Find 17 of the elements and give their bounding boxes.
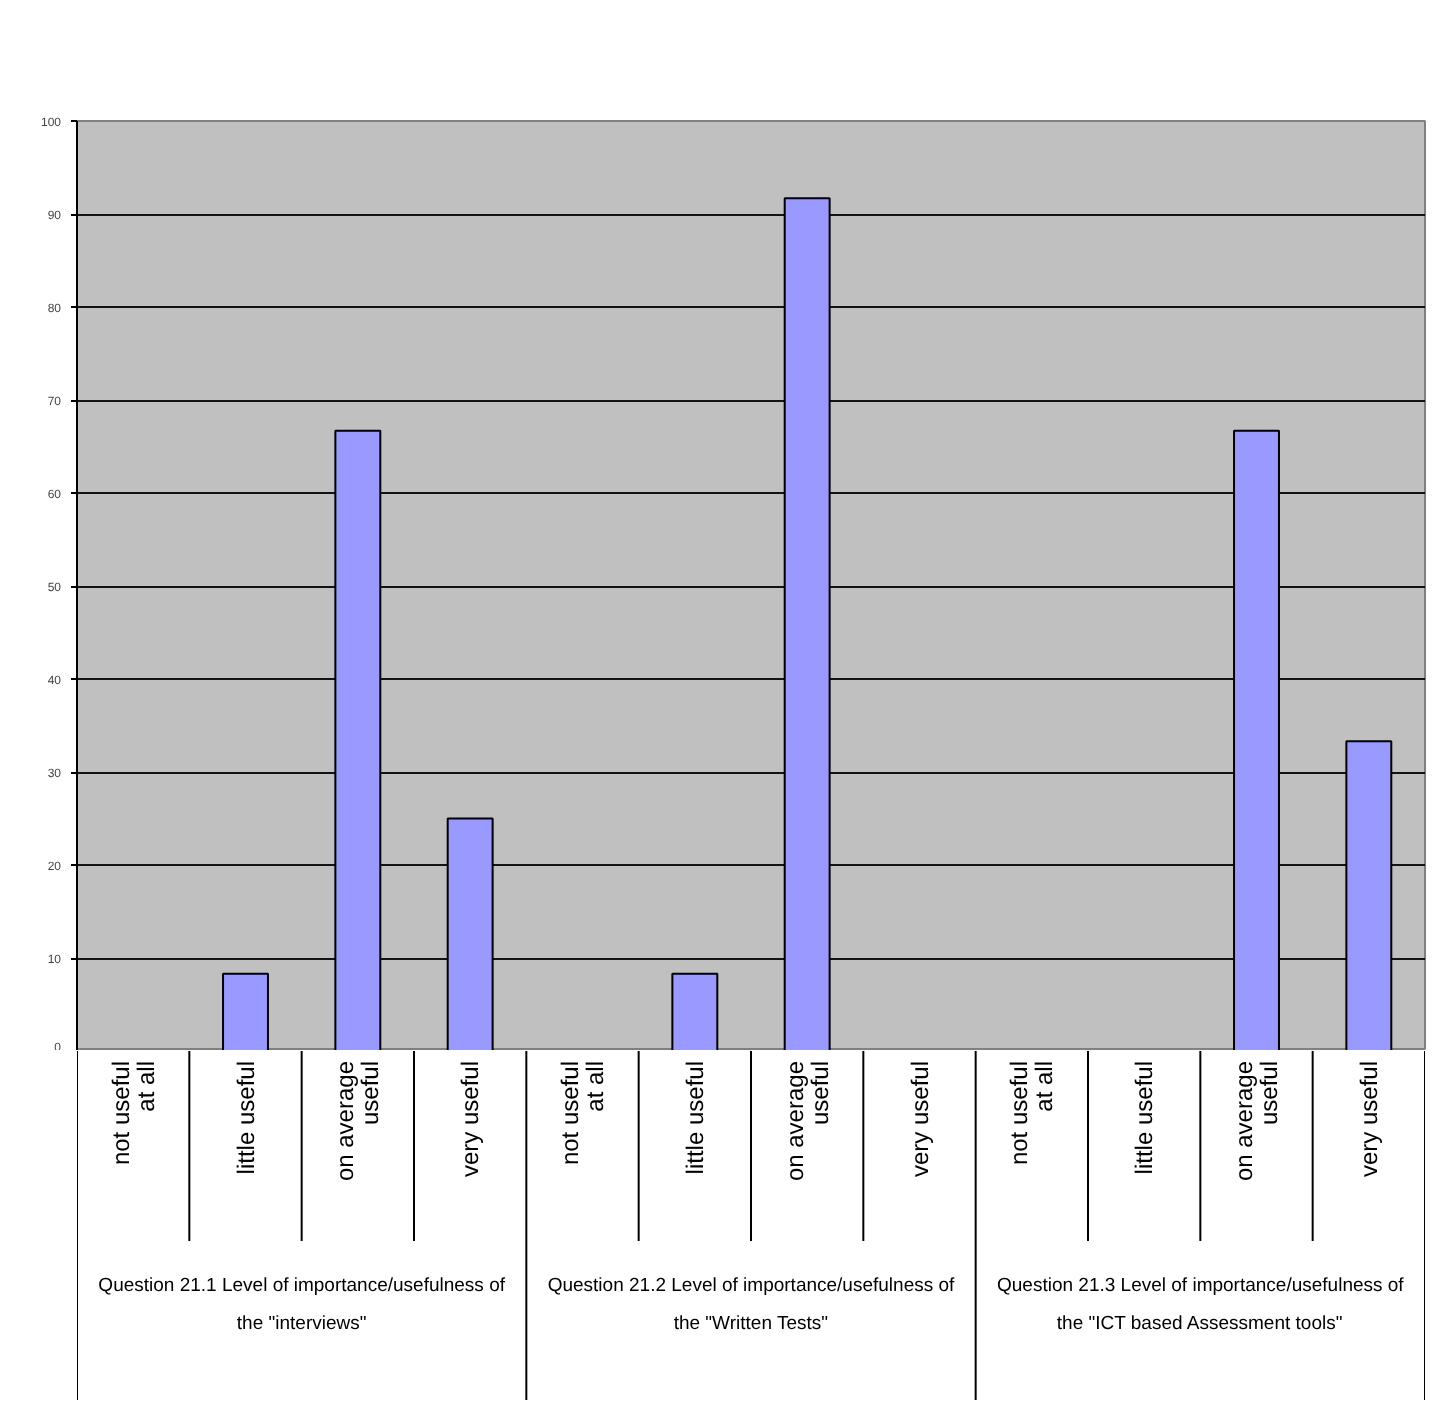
x-tick-label: little useful: [680, 1060, 709, 1175]
x-tick-label: little useful: [1130, 1060, 1159, 1175]
x-tick-label: not useful at all: [106, 1060, 160, 1166]
text: Question 21.1 Level of importance/usefulness of the "interviews": [98, 1275, 506, 1335]
text: Question 21.2 Level of importance/usefulness of the "Written Tests": [547, 1275, 956, 1335]
x-tick-label: not useful at all: [555, 1060, 610, 1166]
bar: [671, 972, 719, 1050]
x-tick-label: very useful: [456, 1060, 485, 1178]
x-tick-label: very useful: [1354, 1060, 1383, 1178]
bar: [222, 972, 269, 1050]
x-tick-label: on average useful: [1229, 1060, 1284, 1182]
x-tick-label: not useful at all: [1005, 1060, 1059, 1166]
x-tick-label: on average useful: [780, 1060, 834, 1182]
x-tick-label: very useful: [905, 1060, 934, 1178]
x-tick-label: little useful: [231, 1060, 260, 1175]
text: Question 21.3 Level of importance/usefulness of the "ICT based Assessment tools": [997, 1275, 1405, 1335]
x-tick-label: on average useful: [331, 1060, 385, 1182]
